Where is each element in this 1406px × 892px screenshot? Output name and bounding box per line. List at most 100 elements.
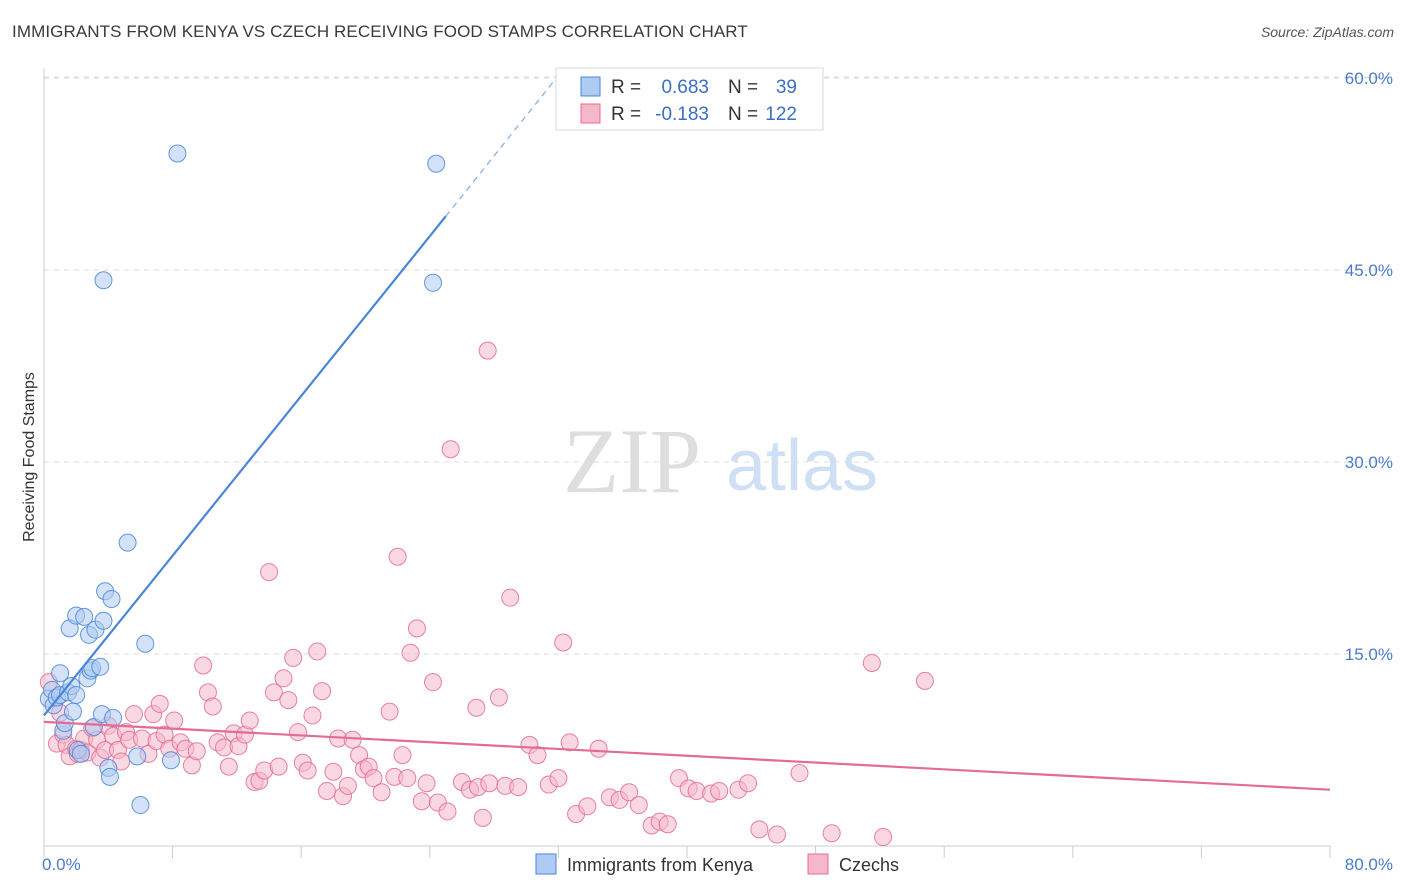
- czechs-trend-line: [43, 720, 1331, 791]
- data-point: [822, 824, 841, 843]
- data-point: [509, 778, 528, 797]
- data-point: [94, 611, 113, 630]
- data-point: [398, 769, 417, 788]
- data-point: [750, 820, 769, 839]
- data-point: [489, 688, 508, 707]
- data-point: [240, 711, 259, 730]
- legend-n-value-czechs: 122: [765, 104, 797, 125]
- kenya-trend-line: [43, 215, 447, 717]
- data-point: [549, 769, 568, 788]
- y-axis-label: Receiving Food Stamps: [21, 372, 38, 542]
- data-point: [63, 702, 82, 721]
- data-point: [768, 825, 787, 844]
- data-point: [284, 648, 303, 667]
- data-point: [317, 781, 336, 800]
- data-point: [480, 774, 499, 793]
- data-point: [288, 723, 307, 742]
- y-tick-label-30: 30.0%: [1345, 453, 1393, 472]
- data-point: [438, 802, 457, 821]
- data-point: [372, 783, 391, 802]
- data-point: [260, 563, 279, 582]
- bottom-legend-swatch-czechs: [807, 853, 829, 875]
- data-point: [380, 702, 399, 721]
- data-point: [279, 691, 298, 710]
- data-point: [578, 797, 597, 816]
- data-point: [84, 717, 103, 736]
- data-point: [128, 747, 147, 766]
- data-point: [203, 697, 222, 716]
- bottom-legend-label-kenya: Immigrants from Kenya: [567, 855, 754, 875]
- kenya-points: [39, 144, 446, 815]
- data-point: [67, 685, 86, 704]
- data-point: [862, 653, 881, 672]
- data-point: [412, 792, 431, 811]
- data-point: [915, 671, 934, 690]
- data-point: [874, 828, 893, 847]
- data-point: [424, 673, 443, 692]
- data-point: [269, 757, 288, 776]
- y-axis-tick-labels: 15.0% 30.0% 45.0% 60.0%: [1345, 69, 1393, 664]
- data-point: [710, 781, 729, 800]
- data-point: [528, 746, 547, 765]
- data-point: [104, 709, 123, 727]
- legend-n-label-kenya: N =: [728, 77, 758, 98]
- data-point: [364, 769, 383, 788]
- x-tick-min: 0.0%: [42, 855, 81, 874]
- stats-legend: R = 0.683 N = 39 R = -0.183 N = 122: [555, 67, 824, 131]
- data-point: [417, 774, 436, 793]
- data-point: [91, 657, 110, 676]
- gridlines: [44, 76, 1390, 655]
- data-point: [308, 642, 327, 661]
- legend-n-label-czechs: N =: [728, 104, 758, 125]
- legend-swatch-czechs: [580, 103, 601, 124]
- data-point: [343, 730, 362, 749]
- chart-title: IMMIGRANTS FROM KENYA VS CZECH RECEIVING…: [12, 22, 748, 41]
- data-point: [150, 694, 169, 713]
- data-point: [194, 656, 213, 675]
- data-point: [131, 796, 150, 815]
- trend-lines: [43, 75, 1331, 791]
- data-point: [313, 682, 332, 701]
- y-tick-label-45: 45.0%: [1345, 261, 1393, 280]
- data-point: [264, 683, 283, 702]
- data-point: [324, 762, 343, 781]
- data-point: [338, 776, 357, 795]
- data-point: [303, 706, 322, 725]
- bottom-legend: Immigrants from Kenya Czechs: [535, 853, 899, 875]
- data-point: [102, 589, 121, 608]
- source-credit: Source: ZipAtlas.com: [1260, 24, 1394, 40]
- legend-r-value-czechs: -0.183: [655, 104, 709, 125]
- data-point: [501, 588, 520, 607]
- legend-r-value-kenya: 0.683: [661, 77, 709, 98]
- legend-r-label-czechs: R =: [611, 104, 641, 125]
- bottom-legend-swatch-kenya: [535, 853, 557, 875]
- data-point: [388, 547, 407, 566]
- data-point: [136, 634, 155, 653]
- y-tick-label-15: 15.0%: [1345, 645, 1393, 664]
- watermark: ZIP atlas: [563, 410, 878, 512]
- data-point: [165, 711, 184, 730]
- data-point: [427, 154, 446, 173]
- data-point: [94, 271, 113, 290]
- data-point: [620, 783, 639, 802]
- data-point: [739, 774, 758, 793]
- data-point: [473, 808, 492, 827]
- data-point: [274, 669, 293, 688]
- data-point: [467, 698, 486, 717]
- data-point: [75, 607, 94, 626]
- data-point: [118, 533, 137, 552]
- data-point: [401, 643, 420, 662]
- data-point: [100, 767, 119, 786]
- data-point: [71, 744, 90, 763]
- data-point: [393, 746, 412, 765]
- y-tick-label-60: 60.0%: [1345, 69, 1393, 88]
- watermark-zip: ZIP: [563, 410, 701, 512]
- data-point: [554, 633, 573, 652]
- data-point: [589, 739, 608, 758]
- data-point: [629, 796, 648, 815]
- czechs-points: [39, 341, 934, 847]
- data-point: [424, 273, 443, 292]
- data-point: [407, 619, 426, 638]
- data-point: [51, 664, 70, 683]
